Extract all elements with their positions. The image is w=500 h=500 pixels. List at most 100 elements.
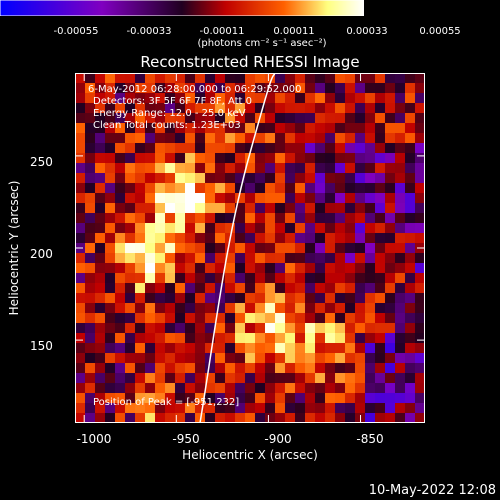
image-pixel [135, 323, 145, 333]
image-pixel [265, 373, 275, 383]
image-pixel [415, 73, 425, 83]
image-pixel [195, 323, 205, 333]
image-pixel [165, 383, 175, 393]
image-pixel [205, 173, 215, 183]
image-pixel [325, 393, 335, 403]
image-pixel [335, 143, 345, 153]
image-pixel [245, 303, 255, 313]
image-pixel [375, 153, 385, 163]
image-pixel [255, 213, 265, 223]
image-pixel [315, 183, 325, 193]
image-pixel [325, 183, 335, 193]
image-pixel [225, 353, 235, 363]
image-pixel [375, 403, 385, 413]
image-pixel [405, 113, 415, 123]
image-pixel [85, 293, 95, 303]
image-pixel [195, 233, 205, 243]
image-pixel [405, 273, 415, 283]
image-pixel [235, 213, 245, 223]
image-pixel [405, 83, 415, 93]
image-pixel [285, 283, 295, 293]
image-pixel [125, 363, 135, 373]
image-pixel [365, 363, 375, 373]
image-pixel [165, 73, 175, 83]
image-pixel [145, 313, 155, 323]
image-pixel [205, 103, 215, 113]
image-pixel [125, 73, 135, 83]
image-pixel [105, 113, 115, 123]
image-pixel [75, 73, 85, 83]
image-pixel [245, 243, 255, 253]
image-pixel [385, 253, 395, 263]
image-pixel [215, 123, 225, 133]
image-pixel [295, 403, 305, 413]
image-pixel [125, 333, 135, 343]
image-pixel [305, 333, 315, 343]
image-pixel [305, 323, 315, 333]
image-pixel [185, 163, 195, 173]
image-pixel [375, 353, 385, 363]
image-pixel [375, 113, 385, 123]
image-pixel [215, 83, 225, 93]
image-pixel [105, 123, 115, 133]
image-pixel [305, 403, 315, 413]
image-pixel [115, 323, 125, 333]
image-pixel [355, 163, 365, 173]
image-pixel [415, 283, 425, 293]
image-pixel [165, 403, 175, 413]
image-pixel [145, 143, 155, 153]
image-pixel [185, 233, 195, 243]
image-pixel [245, 153, 255, 163]
image-pixel [255, 333, 265, 343]
image-pixel [125, 393, 135, 403]
image-pixel [285, 373, 295, 383]
image-pixel [265, 243, 275, 253]
image-pixel [385, 343, 395, 353]
image-pixel [85, 173, 95, 183]
image-pixel [235, 353, 245, 363]
image-pixel [145, 343, 155, 353]
image-pixel [215, 113, 225, 123]
image-pixel [385, 273, 395, 283]
image-pixel [75, 133, 85, 143]
image-pixel [415, 183, 425, 193]
image-pixel [155, 213, 165, 223]
image-pixel [75, 173, 85, 183]
image-pixel [415, 203, 425, 213]
image-pixel [115, 123, 125, 133]
image-pixel [315, 283, 325, 293]
image-pixel [135, 283, 145, 293]
image-pixel [395, 183, 405, 193]
image-pixel [75, 333, 85, 343]
image-pixel [145, 373, 155, 383]
image-pixel [305, 293, 315, 303]
image-pixel [125, 313, 135, 323]
image-pixel [195, 383, 205, 393]
image-pixel [315, 113, 325, 123]
image-pixel [395, 103, 405, 113]
image-pixel [135, 263, 145, 273]
image-pixel [235, 113, 245, 123]
image-pixel [415, 373, 425, 383]
image-pixel [375, 93, 385, 103]
image-pixel [205, 333, 215, 343]
image-pixel [335, 313, 345, 323]
image-pixel [135, 113, 145, 123]
image-pixel [245, 293, 255, 303]
image-pixel [305, 213, 315, 223]
image-pixel [375, 313, 385, 323]
image-pixel [85, 193, 95, 203]
image-pixel [225, 343, 235, 353]
image-pixel [95, 143, 105, 153]
image-pixel [345, 363, 355, 373]
image-pixel [315, 193, 325, 203]
image-pixel [335, 343, 345, 353]
image-pixel [205, 143, 215, 153]
image-pixel [265, 123, 275, 133]
image-pixel [285, 183, 295, 193]
image-pixel [145, 213, 155, 223]
image-pixel [295, 363, 305, 373]
image-pixel [105, 333, 115, 343]
image-pixel [255, 173, 265, 183]
image-pixel [355, 113, 365, 123]
